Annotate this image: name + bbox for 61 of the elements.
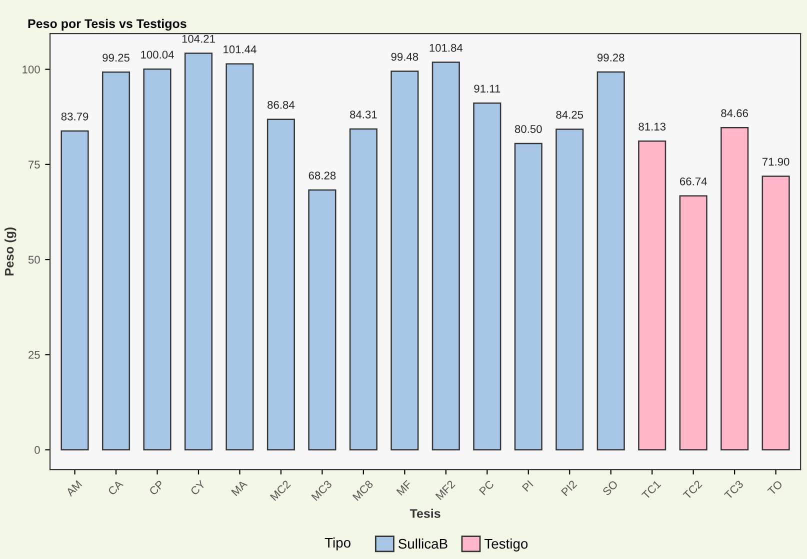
bar bbox=[184, 52, 213, 450]
x-tick-label: MA bbox=[231, 480, 248, 496]
data-label: 83.79 bbox=[61, 112, 88, 120]
data-label: 99.25 bbox=[102, 54, 130, 62]
y-axis-title: Peso (g) bbox=[4, 228, 16, 276]
y-tick-label: 0 bbox=[34, 446, 40, 454]
data-label: 84.66 bbox=[721, 109, 748, 118]
bar bbox=[390, 70, 419, 450]
bar bbox=[762, 176, 790, 450]
bar bbox=[596, 71, 625, 450]
x-tick-label: SO bbox=[602, 480, 618, 496]
data-label: 84.25 bbox=[556, 110, 584, 119]
data-label: 104.21 bbox=[182, 34, 215, 43]
bar bbox=[679, 195, 708, 450]
data-label: 99.28 bbox=[597, 54, 624, 62]
x-tick-label: AM bbox=[66, 480, 82, 497]
x-tick-label: TC2 bbox=[682, 480, 702, 500]
x-tick-label: CA bbox=[108, 480, 124, 496]
data-label: 71.90 bbox=[762, 158, 790, 166]
x-tick-label: PC bbox=[478, 480, 494, 496]
data-label: 100.04 bbox=[141, 50, 174, 59]
x-axis-title: Tesis bbox=[410, 508, 440, 518]
x-tick-label: PI bbox=[522, 480, 534, 492]
x-tick-label: TC1 bbox=[641, 480, 662, 500]
bar bbox=[720, 127, 749, 450]
legend-title: Tipo bbox=[324, 537, 350, 550]
data-label: 86.84 bbox=[268, 100, 295, 109]
data-label: 66.74 bbox=[680, 177, 707, 186]
x-tick-label: MF bbox=[396, 480, 412, 496]
legend-label: Testigo bbox=[484, 538, 528, 552]
bar bbox=[226, 63, 254, 450]
y-tick-label: 100 bbox=[22, 66, 40, 74]
bar bbox=[432, 62, 460, 450]
bar bbox=[266, 118, 295, 450]
data-label: 101.44 bbox=[224, 45, 256, 54]
chart-title: Peso por Tesis vs Testigos bbox=[28, 18, 186, 31]
data-label: 91.11 bbox=[474, 84, 500, 93]
bar bbox=[102, 72, 130, 450]
data-label: 68.28 bbox=[308, 172, 336, 180]
y-tick-label: 25 bbox=[28, 350, 40, 359]
bar bbox=[60, 130, 89, 450]
data-label: 80.50 bbox=[514, 125, 542, 133]
bar bbox=[143, 68, 172, 450]
data-label: 84.31 bbox=[350, 110, 377, 118]
bar bbox=[473, 102, 502, 450]
bar bbox=[514, 142, 542, 450]
data-label: 101.84 bbox=[430, 44, 463, 52]
x-tick-label: TC3 bbox=[724, 480, 744, 500]
bar bbox=[556, 128, 584, 450]
legend-label: SullicaB bbox=[398, 538, 448, 549]
x-tick-label: TO bbox=[767, 480, 783, 496]
data-label: 81.13 bbox=[638, 122, 666, 131]
bar bbox=[349, 128, 378, 450]
bar bbox=[638, 140, 666, 450]
x-tick-label: PI2 bbox=[560, 480, 578, 496]
y-tick-label: 50 bbox=[28, 256, 40, 264]
bar bbox=[308, 189, 336, 450]
x-tick-label: CP bbox=[148, 480, 164, 496]
data-label: 99.48 bbox=[391, 52, 418, 61]
y-tick-label: 75 bbox=[28, 160, 40, 169]
x-tick-label: CY bbox=[190, 480, 206, 496]
